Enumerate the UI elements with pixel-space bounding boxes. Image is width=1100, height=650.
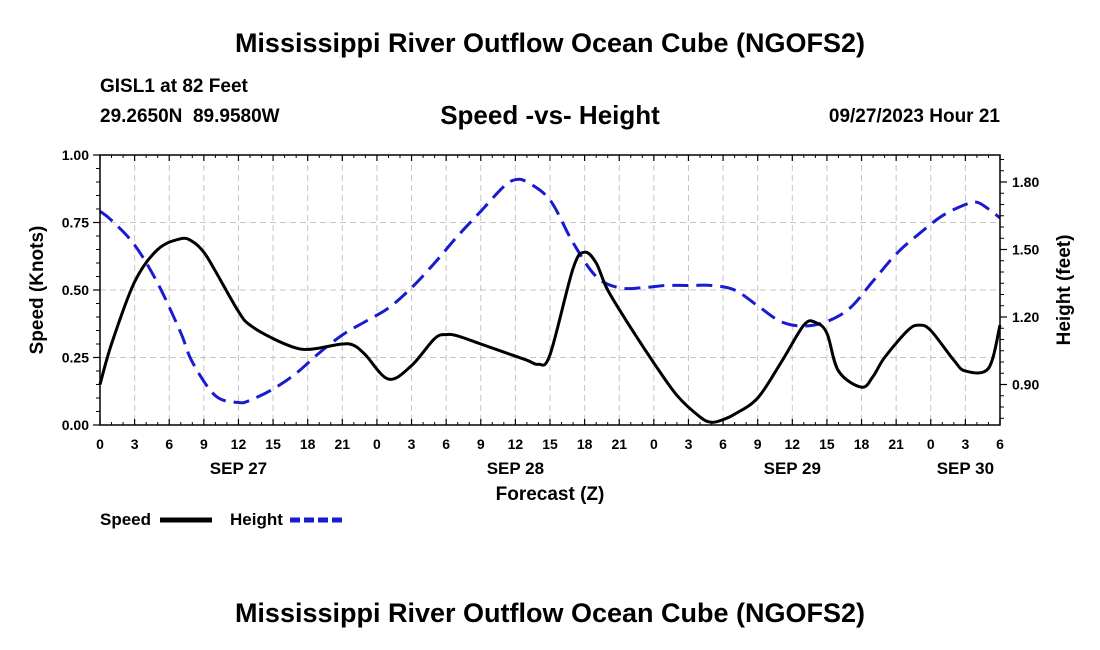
page-title-repeat: Mississippi River Outflow Ocean Cube (NG… bbox=[234, 598, 866, 628]
x-tick-label: 21 bbox=[611, 436, 627, 452]
y-tick-label: 0.50 bbox=[62, 282, 89, 298]
x-tick-label: 15 bbox=[265, 436, 281, 452]
axis-labels: 0 3 6 9 12 15 18 21 0 3 6 9 12 15 18 21 0 3 6 9 12 15 18 21 0 3 6S… bbox=[27, 147, 1075, 505]
y-tick-label: 0.25 bbox=[62, 350, 89, 366]
x-tick-label: 0 bbox=[927, 436, 935, 452]
forecast-datetime: 09/27/2023 Hour 21 bbox=[828, 106, 1000, 127]
legend-label-speed: Speed bbox=[100, 510, 151, 529]
x-tick-label: 9 bbox=[754, 436, 762, 452]
x-tick-label: 3 bbox=[685, 436, 693, 452]
x-tick-label: 12 bbox=[231, 436, 247, 452]
x-tick-label: 6 bbox=[996, 436, 1004, 452]
x-tick-label: 6 bbox=[165, 436, 173, 452]
x-tick-label: 21 bbox=[888, 436, 904, 452]
x-tick-label: 3 bbox=[131, 436, 139, 452]
series-line-speed bbox=[98, 236, 1002, 424]
x-tick-label: 0 bbox=[96, 436, 104, 452]
station-coords: 29.2650N 89.9580W bbox=[100, 106, 280, 127]
y-tick-label: 1.00 bbox=[62, 147, 89, 163]
date-label: SEP 29 bbox=[764, 459, 821, 478]
x-tick-label: 18 bbox=[577, 436, 593, 452]
legend-label-height: Height bbox=[230, 510, 283, 529]
x-tick-label: 3 bbox=[961, 436, 969, 452]
x-tick-label: 9 bbox=[477, 436, 485, 452]
x-tick-label: 9 bbox=[200, 436, 208, 452]
y2-tick-label: 0.90 bbox=[1012, 377, 1039, 393]
y2-tick-label: 1.80 bbox=[1012, 174, 1039, 190]
x-tick-label: 15 bbox=[819, 436, 835, 452]
x-tick-label: 21 bbox=[335, 436, 351, 452]
page-title: Mississippi River Outflow Ocean Cube (NG… bbox=[234, 28, 866, 58]
x-tick-label: 0 bbox=[650, 436, 658, 452]
chart-title: Speed -vs- Height bbox=[440, 100, 660, 130]
y-axis-label: Speed (Knots) bbox=[27, 226, 48, 355]
series-layer bbox=[98, 177, 1002, 424]
date-label: SEP 27 bbox=[210, 459, 267, 478]
x-axis-label: Forecast (Z) bbox=[496, 484, 605, 505]
y2-tick-label: 1.20 bbox=[1012, 309, 1039, 325]
y2-axis-label: Height (feet) bbox=[1054, 235, 1075, 346]
x-tick-label: 18 bbox=[854, 436, 870, 452]
x-tick-label: 6 bbox=[719, 436, 727, 452]
date-label: SEP 30 bbox=[937, 459, 994, 478]
series-line-height bbox=[99, 177, 1001, 405]
x-tick-label: 0 bbox=[373, 436, 381, 452]
x-tick-label: 12 bbox=[785, 436, 801, 452]
x-tick-label: 15 bbox=[542, 436, 558, 452]
y-tick-label: 0.75 bbox=[62, 215, 89, 231]
axes bbox=[93, 154, 1007, 426]
y-tick-label: 0.00 bbox=[62, 417, 89, 433]
x-tick-label: 3 bbox=[408, 436, 416, 452]
x-tick-label: 6 bbox=[442, 436, 450, 452]
x-tick-label: 12 bbox=[508, 436, 524, 452]
legend: Speed Height bbox=[100, 510, 342, 529]
date-label: SEP 28 bbox=[487, 459, 544, 478]
station-name: GISL1 at 82 Feet bbox=[100, 76, 248, 97]
x-tick-label: 18 bbox=[300, 436, 316, 452]
y2-tick-label: 1.50 bbox=[1012, 242, 1039, 258]
